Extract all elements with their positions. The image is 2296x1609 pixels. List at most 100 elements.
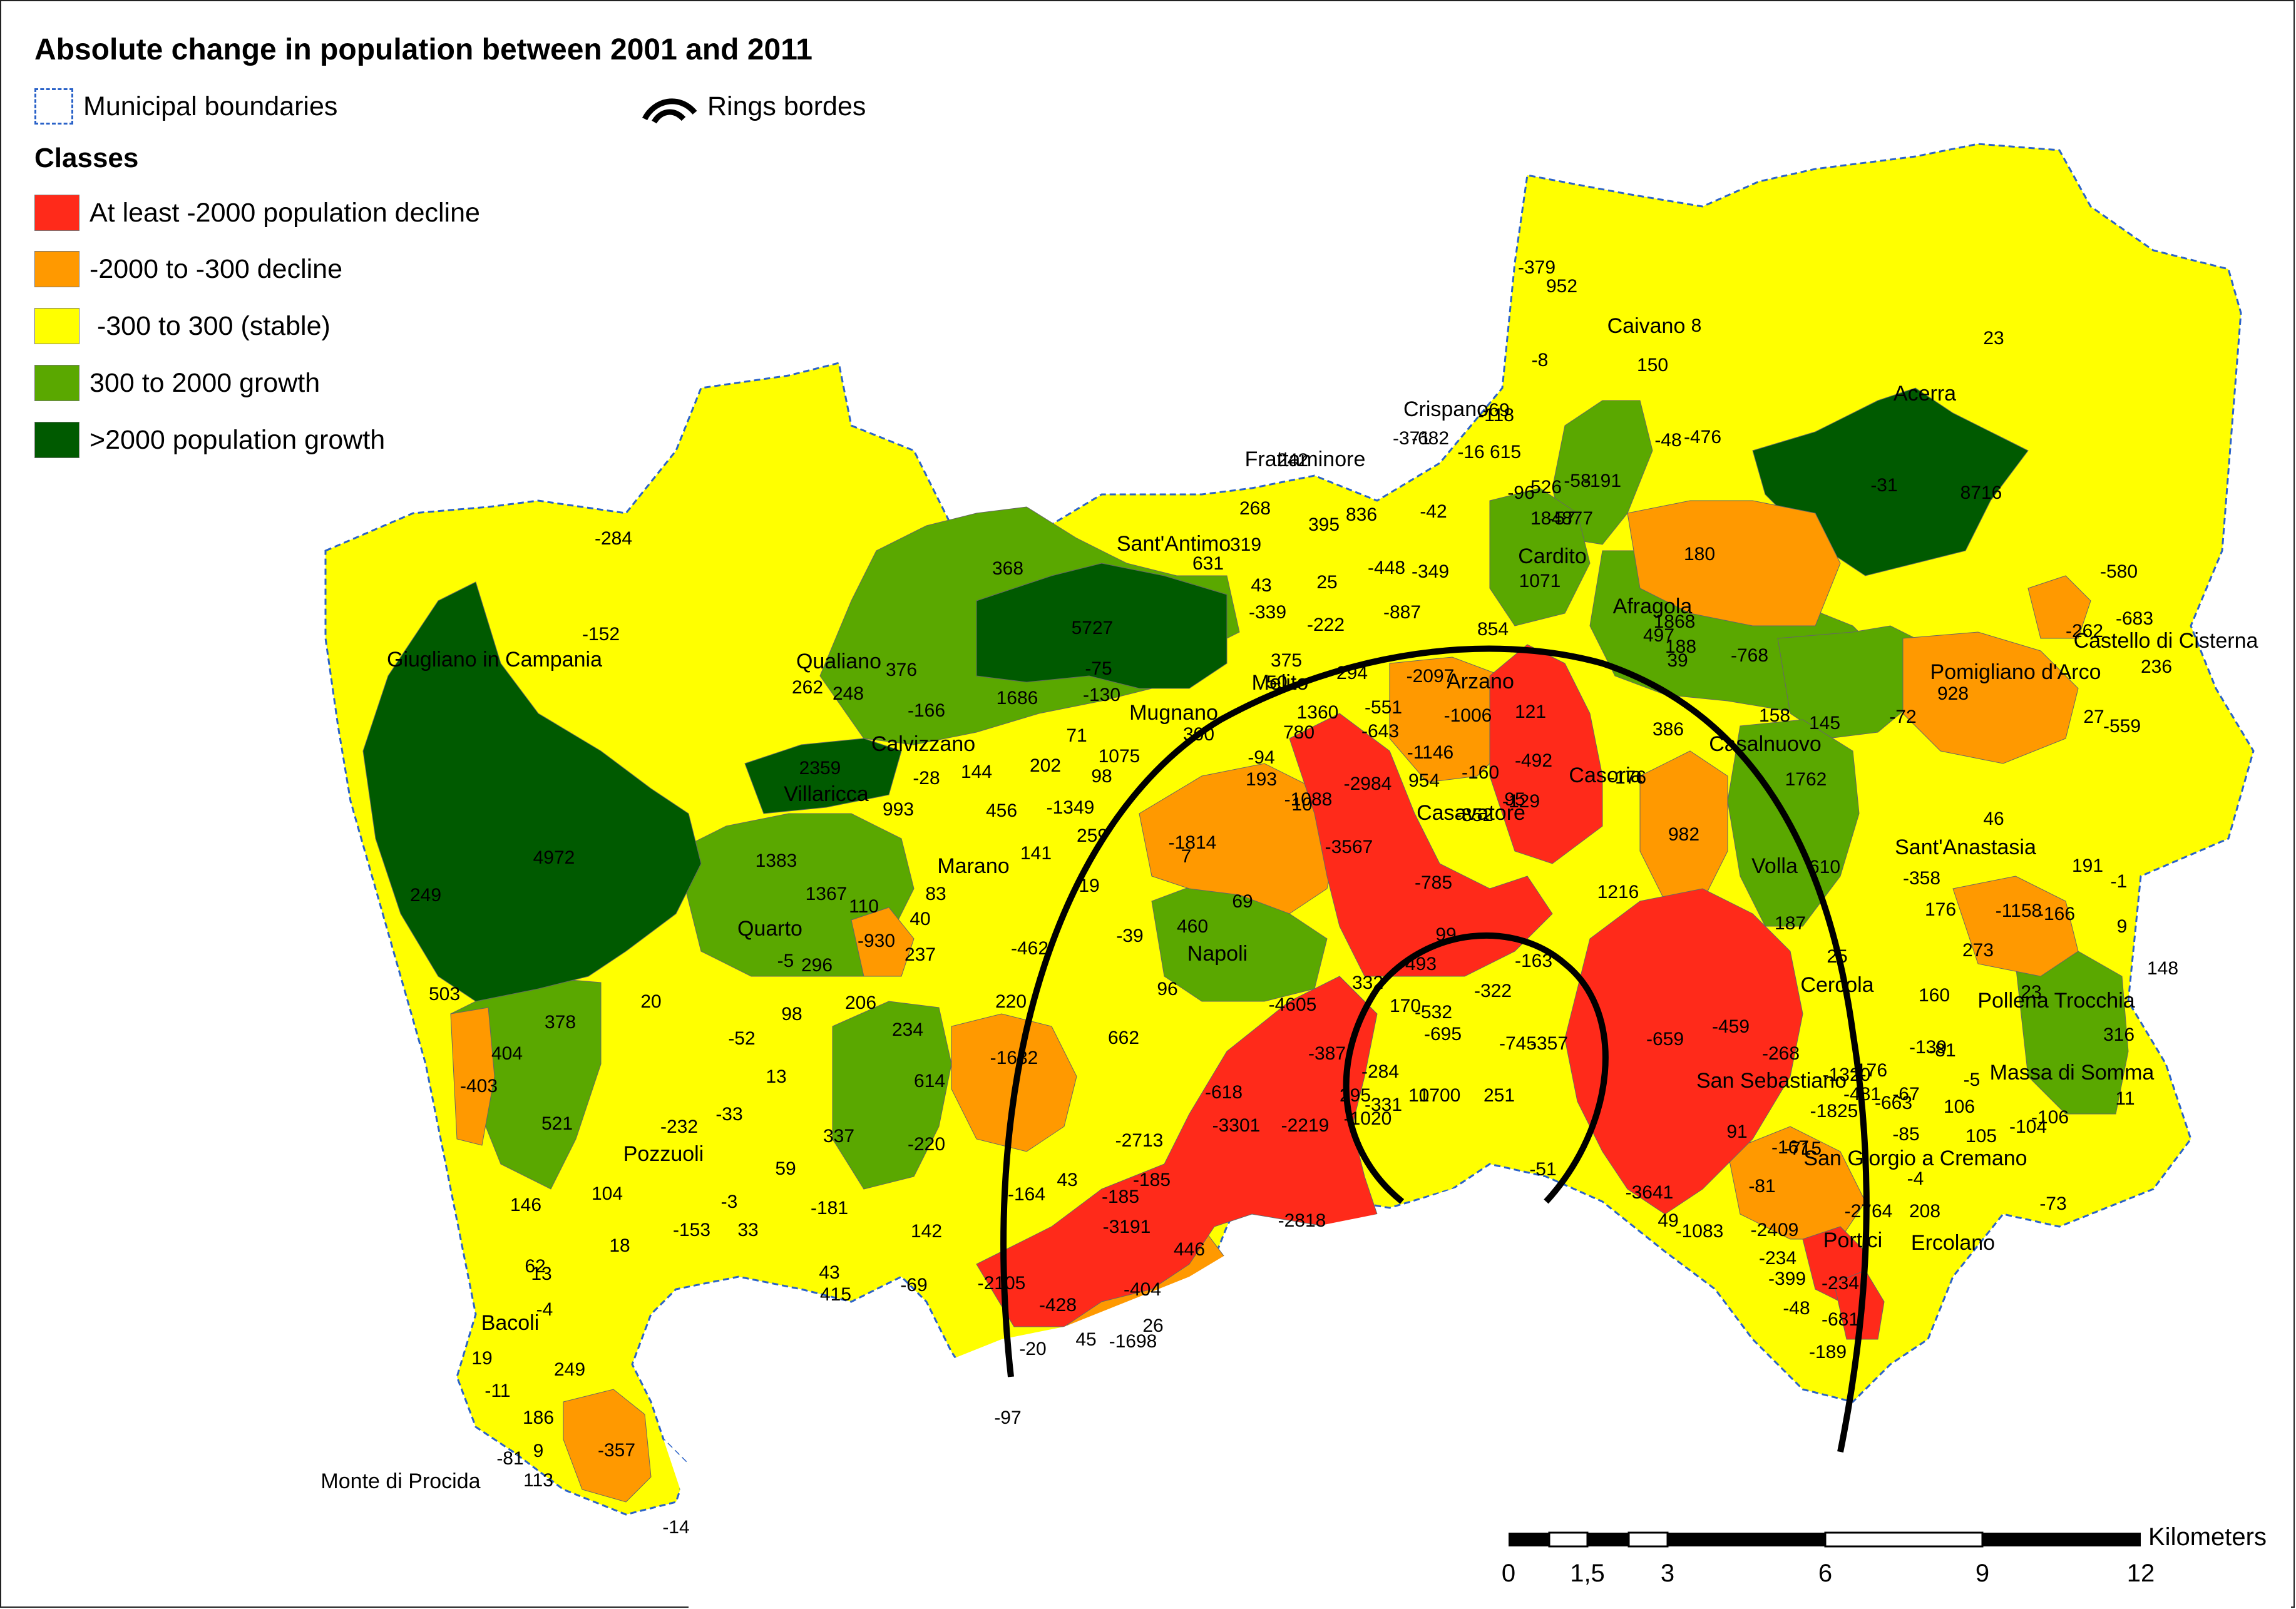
zone-value-label: 69 xyxy=(1232,891,1253,912)
zone-value-label: 106 xyxy=(1944,1096,1975,1117)
zone-value-label: -1814 xyxy=(1169,832,1217,853)
zone-value-label: 141 xyxy=(1020,843,1052,864)
place-value-label: 11 xyxy=(2115,1088,2135,1109)
zone-value-label: -387 xyxy=(1308,1043,1346,1064)
zone-value-label: -4 xyxy=(1907,1168,1924,1189)
zone-value-label: -164 xyxy=(1008,1184,1045,1205)
zone-value-label: 954 xyxy=(1408,770,1440,791)
place-value-label: 316 xyxy=(2103,1024,2135,1045)
zone-value-label: -532 xyxy=(1415,1002,1452,1023)
legend-class-5: >2000 population growth xyxy=(34,421,385,459)
region-growth-west xyxy=(675,813,915,977)
zone-value-label: -663 xyxy=(1875,1093,1912,1113)
zone-value-label: 142 xyxy=(911,1221,942,1242)
zone-value-label: -3641 xyxy=(1626,1182,1674,1203)
class-1-label: At least -2000 population decline xyxy=(90,197,480,228)
place-value-label: 208 xyxy=(1909,1201,1940,1222)
legend-boundaries: Municipal boundaries xyxy=(34,88,337,125)
ring-outer xyxy=(1000,645,1870,1453)
zone-value-label: -681 xyxy=(1822,1309,1859,1330)
zone-value-label: 98 xyxy=(781,1004,802,1024)
zone-value-label: 146 xyxy=(510,1195,541,1215)
zone-value-label: -459 xyxy=(1712,1016,1750,1037)
scale-tick-4: 9 xyxy=(1975,1560,1990,1587)
zone-value-label: 273 xyxy=(1962,940,1994,961)
zone-value-label: 332 xyxy=(1352,973,1383,993)
sea-gulf xyxy=(664,1177,2291,1608)
place-value-label: 25 xyxy=(1827,946,1847,967)
zone-value-label: -81 xyxy=(1929,1040,1955,1061)
place-value-label: 610 xyxy=(1809,857,1840,877)
zone-value-label: 5727 xyxy=(1072,618,1114,638)
place-value-label: -268 xyxy=(1762,1043,1800,1064)
region-decline-cisterna xyxy=(2027,575,2091,639)
place-value-label: 460 xyxy=(1177,916,1208,937)
zone-value-label: -153 xyxy=(673,1220,710,1240)
boundaries-label: Municipal boundaries xyxy=(83,91,338,121)
zone-value-label: -1698 xyxy=(1109,1331,1157,1352)
place-value-label: 50 xyxy=(1266,672,1287,693)
zone-value-label: -768 xyxy=(1731,645,1768,666)
zone-value-label: 877 xyxy=(1562,508,1593,529)
place-name-label: Frattaminore xyxy=(1245,447,1366,471)
zone-value-label: -28 xyxy=(913,768,940,789)
zone-value-label: 43 xyxy=(819,1262,839,1283)
zone-value-label: 249 xyxy=(554,1359,585,1380)
zone-value-label: 249 xyxy=(410,885,441,906)
zone-value-label: 295 xyxy=(1340,1085,1371,1106)
zone-value-label: 10 xyxy=(1291,794,1312,815)
zone-value-label: -1349 xyxy=(1047,797,1095,818)
zone-value-label: -331 xyxy=(1365,1095,1402,1115)
legend-class-2: -2000 to -300 decline xyxy=(34,250,342,288)
zone-value-label: -48 xyxy=(1654,430,1681,451)
zone-value-label: -16 xyxy=(1457,442,1484,462)
zone-value-label: 91 xyxy=(1726,1121,1747,1142)
class-2-swatch xyxy=(34,251,79,287)
zone-value-label: -349 xyxy=(1412,561,1449,582)
zone-value-label: 158 xyxy=(1759,705,1790,726)
zone-value-label: -191 xyxy=(1584,471,1621,491)
legend-class-3: -300 to 300 (stable) xyxy=(34,307,331,345)
zone-value-label: -58 xyxy=(1564,471,1591,491)
class-4-swatch xyxy=(34,365,79,401)
zone-value-label: -4605 xyxy=(1269,994,1317,1015)
place-name-label: Bacoli xyxy=(481,1311,540,1335)
zone-value-label: 27 xyxy=(2083,707,2104,727)
place-name-label: Giugliano in Campania xyxy=(387,648,602,672)
place-value-label: 928 xyxy=(1937,683,1969,704)
place-value-label: -1 xyxy=(2111,871,2128,892)
place-value-label: 236 xyxy=(2141,656,2172,677)
zone-value-label: -8 xyxy=(1532,350,1549,370)
zone-value-label: -2409 xyxy=(1751,1220,1799,1240)
zone-value-label: 952 xyxy=(1546,276,1577,297)
zone-value-label: -2818 xyxy=(1278,1210,1326,1231)
zone-value-label: 40 xyxy=(910,909,930,929)
zone-value-label: -1088 xyxy=(1284,789,1333,810)
zone-value-label: 20 xyxy=(640,991,661,1012)
zone-value-label: 1686 xyxy=(997,688,1038,708)
zone-value-label: -42 xyxy=(1420,501,1447,522)
zone-value-label: 456 xyxy=(986,800,1017,821)
zone-value-label: 13 xyxy=(531,1264,551,1284)
zone-value-label: -152 xyxy=(582,624,620,645)
zone-value-label: -284 xyxy=(1361,1061,1399,1082)
place-value-label: -85 xyxy=(1892,1124,1919,1145)
legend-class-1: At least -2000 population decline xyxy=(34,194,480,232)
place-name-label: Crispano xyxy=(1403,397,1489,421)
zone-value-label: 993 xyxy=(883,799,914,820)
zone-value-label: -448 xyxy=(1368,558,1405,578)
place-name-label: Calvizzano xyxy=(871,732,975,756)
zone-value-label: -5 xyxy=(777,951,794,971)
zone-value-label: 145 xyxy=(1809,713,1840,733)
zone-value-label: 43 xyxy=(1057,1170,1077,1190)
place-name-label: Pomigliano d'Arco xyxy=(1930,660,2101,684)
zone-value-label: 259 xyxy=(1077,825,1108,846)
place-value-label: -4 xyxy=(536,1299,553,1320)
zone-value-label: 386 xyxy=(1653,719,1684,740)
zone-value-label: 33 xyxy=(737,1220,758,1240)
zone-value-label: -2713 xyxy=(1115,1130,1164,1151)
zone-value-label: -492 xyxy=(1515,750,1552,771)
zone-value-label: -222 xyxy=(1307,615,1345,635)
zone-value-label: -2097 xyxy=(1407,666,1455,687)
zone-value-label: -1158 xyxy=(1996,901,2042,921)
